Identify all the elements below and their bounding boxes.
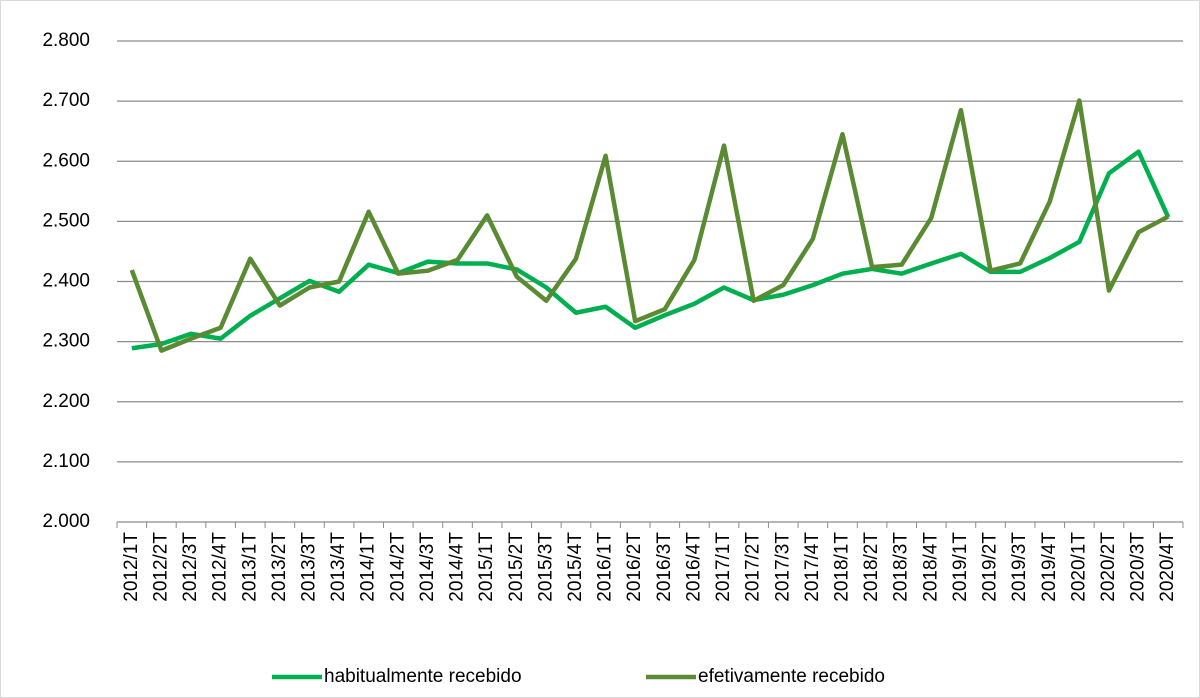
x-tick-label: 2012/1T [121, 532, 142, 602]
x-tick-label: 2018/2T [861, 532, 882, 602]
x-tick-label: 2016/3T [654, 532, 675, 602]
x-tick-label: 2017/1T [713, 532, 734, 602]
x-tick-label: 2016/1T [595, 532, 616, 602]
x-tick-label: 2014/3T [417, 532, 438, 602]
x-tick-label: 2018/3T [891, 532, 912, 602]
x-tick-label: 2016/4T [683, 532, 704, 602]
y-tick-label: 2.800 [42, 30, 90, 51]
x-tick-label: 2014/4T [447, 532, 468, 602]
legend-label: habitualmente recebido [324, 666, 522, 687]
x-tick-label: 2015/2T [506, 532, 527, 602]
x-tick-label: 2013/1T [239, 532, 260, 602]
x-tick-label: 2013/2T [269, 532, 290, 602]
x-tick-label: 2019/2T [980, 532, 1001, 602]
x-tick-label: 2014/2T [387, 532, 408, 602]
y-tick-label: 2.200 [42, 391, 90, 412]
y-tick-label: 2.700 [42, 90, 90, 111]
y-tick-label: 2.500 [42, 210, 90, 231]
x-tick-label: 2012/3T [180, 532, 201, 602]
x-tick-label: 2016/2T [624, 532, 645, 602]
y-tick-label: 2.000 [42, 511, 90, 532]
x-tick-label: 2015/4T [565, 532, 586, 602]
x-tick-label: 2020/3T [1128, 532, 1149, 602]
x-tick-label: 2017/4T [802, 532, 823, 602]
x-tick-label: 2017/2T [743, 532, 764, 602]
x-tick-label: 2014/1T [358, 532, 379, 602]
x-tick-label: 2020/1T [1068, 532, 1089, 602]
x-tick-label: 2020/4T [1157, 532, 1178, 602]
y-tick-label: 2.100 [42, 451, 90, 472]
legend-label: efetivamente recebido [698, 666, 885, 687]
x-tick-label: 2020/2T [1098, 532, 1119, 602]
x-tick-label: 2019/3T [1009, 532, 1030, 602]
x-tick-label: 2015/3T [535, 532, 556, 602]
x-tick-label: 2019/1T [950, 532, 971, 602]
y-tick-label: 2.600 [42, 150, 90, 171]
y-tick-label: 2.400 [42, 271, 90, 292]
x-tick-label: 2012/2T [150, 532, 171, 602]
x-tick-label: 2018/4T [920, 532, 941, 602]
series-line [131, 149, 1171, 351]
x-tick-label: 2018/1T [831, 532, 852, 602]
x-tick-label: 2015/1T [476, 532, 497, 602]
series-line [129, 98, 1170, 353]
x-tick-label: 2017/3T [772, 532, 793, 602]
x-tick-label: 2012/4T [210, 532, 231, 602]
x-tick-label: 2019/4T [1039, 532, 1060, 602]
y-tick-label: 2.300 [42, 331, 90, 352]
x-tick-label: 2013/4T [328, 532, 349, 602]
x-tick-label: 2013/3T [298, 532, 319, 602]
